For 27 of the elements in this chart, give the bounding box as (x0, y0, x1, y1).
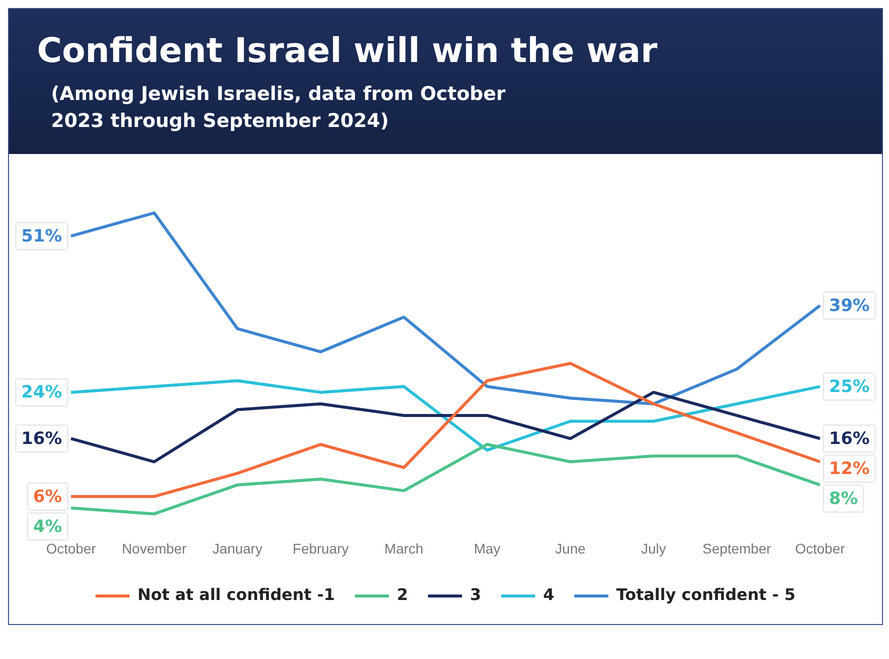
legend-label: 3 (470, 585, 482, 604)
x-tick-label: November (122, 540, 187, 557)
data-label: 39% (828, 296, 870, 316)
x-tick-label: January (212, 540, 262, 557)
data-label: 16% (828, 429, 870, 450)
data-label: 6% (33, 487, 62, 508)
chart-subtitle: (Among Jewish Israelis, data from October 2023 through September 2024) (50, 82, 507, 134)
data-label: 8% (828, 489, 858, 510)
x-tick-label: May (474, 540, 500, 557)
x-tick-label: February (292, 540, 349, 557)
data-label: 25% (828, 377, 870, 398)
data-label: 24% (21, 382, 62, 403)
x-tick-label: July (641, 540, 666, 557)
data-label: 51% (21, 226, 62, 247)
data-label: 12% (828, 459, 870, 480)
legend-label: 4 (543, 585, 554, 604)
x-tick-label: March (384, 540, 424, 557)
x-tick-label: October (46, 540, 96, 557)
data-label: 4% (33, 517, 62, 538)
legend-label: Not at all confident -1 (138, 585, 335, 604)
data-label: 16% (21, 429, 62, 450)
x-tick-label: September (702, 540, 772, 557)
x-tick-label: October (795, 540, 846, 557)
x-tick-label: June (555, 540, 586, 557)
legend-label: 2 (396, 585, 408, 604)
chart-title: Confident Israel will win the war (37, 31, 658, 71)
legend-label: Totally confident - 5 (616, 585, 796, 604)
